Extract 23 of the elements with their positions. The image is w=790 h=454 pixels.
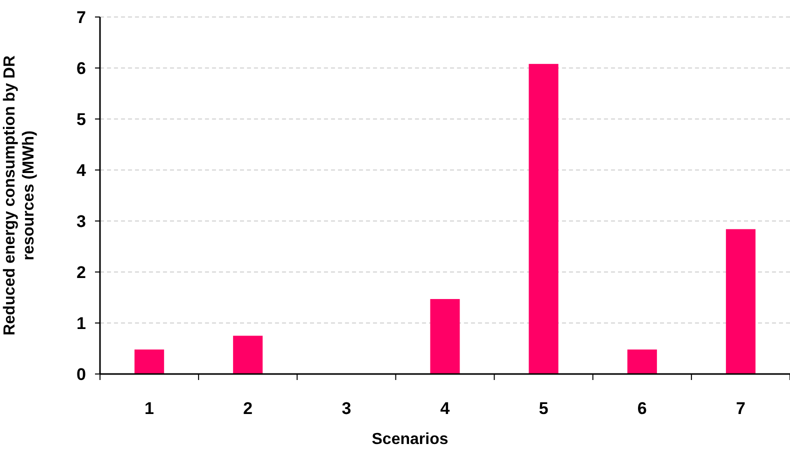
y-tick-label: 3 [76,212,86,231]
bar [528,64,558,374]
y-tick-label: 0 [76,364,86,384]
bar [430,299,460,374]
bar [134,350,164,374]
x-axis-title: Scenarios [372,431,448,448]
x-tick-label: 5 [538,399,548,418]
bar [233,336,263,374]
x-tick-label: 1 [144,399,154,418]
x-tick-label: 6 [637,399,647,418]
x-tick-label: 3 [342,399,352,418]
y-tick-label: 2 [76,262,86,282]
y-tick-label: 7 [76,8,86,27]
y-tick-label: 1 [76,314,86,333]
x-tick-label: 4 [440,399,450,418]
bar [726,229,756,374]
x-tick-label: 2 [243,399,253,418]
x-tick-label: 7 [736,399,746,418]
bar [627,350,657,374]
y-tick-label: 5 [76,110,86,129]
y-tick-label: 4 [76,160,87,180]
y-tick-label: 6 [76,58,86,78]
y-axis-title: Reduced energy consumption by DR resources (MWh) [1,55,38,336]
